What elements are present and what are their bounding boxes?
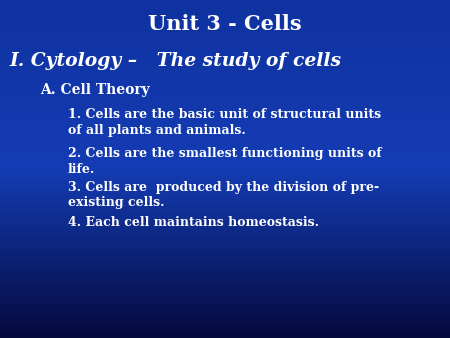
Text: A. Cell Theory: A. Cell Theory <box>40 83 150 97</box>
Text: Unit 3 - Cells: Unit 3 - Cells <box>148 14 302 33</box>
Text: 2. Cells are the smallest functioning units of
life.: 2. Cells are the smallest functioning un… <box>68 147 381 175</box>
Text: 4. Each cell maintains homeostasis.: 4. Each cell maintains homeostasis. <box>68 216 319 229</box>
Text: I. Cytology –   The study of cells: I. Cytology – The study of cells <box>9 52 341 70</box>
Text: 3. Cells are  produced by the division of pre-
existing cells.: 3. Cells are produced by the division of… <box>68 181 378 209</box>
Text: 1. Cells are the basic unit of structural units
of all plants and animals.: 1. Cells are the basic unit of structura… <box>68 108 381 137</box>
